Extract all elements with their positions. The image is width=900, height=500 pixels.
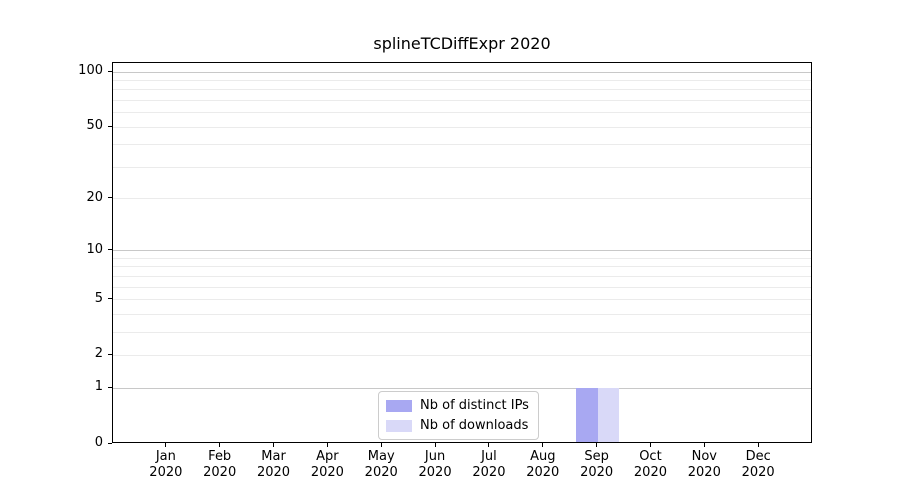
x-tick-label-jul: Jul 2020 [459, 449, 519, 481]
x-tick-mark-sep [596, 443, 598, 447]
x-tick-label-oct: Oct 2020 [620, 449, 680, 481]
x-tick-mark-oct [649, 443, 651, 447]
downloads-swatch-icon [386, 419, 412, 432]
x-tick-mark-aug [542, 443, 544, 447]
x-tick-year-jan: 2020 [149, 465, 183, 480]
x-tick-mark-dec [757, 443, 759, 447]
gridline-minor-7 [113, 275, 811, 277]
y-tick-mark-50 [108, 125, 112, 127]
y-tick-mark-0 [108, 442, 112, 444]
y-tick-mark-20 [108, 197, 112, 199]
y-tick-label-5: 5 [94, 290, 103, 306]
gridline-minor-5 [113, 299, 811, 301]
x-tick-label-sep: Sep 2020 [567, 449, 627, 481]
y-tick-mark-5 [108, 298, 112, 300]
x-tick-mark-jul [488, 443, 490, 447]
x-tick-year-apr: 2020 [310, 465, 344, 480]
gridline-minor-4 [113, 313, 811, 315]
gridline-minor-8 [113, 266, 811, 268]
x-tick-mark-nov [703, 443, 705, 447]
x-tick-mark-mar [273, 443, 275, 447]
gridline-major-1 [113, 387, 811, 389]
bar-nb-of-downloads-sep [597, 388, 620, 442]
gridline-minor-90 [113, 79, 811, 81]
bar-nb-of-distinct-ips-sep [575, 388, 598, 442]
x-tick-label-mar: Mar 2020 [244, 449, 304, 481]
y-tick-label-2: 2 [94, 346, 103, 362]
gridline-minor-50 [113, 126, 811, 128]
gridline-major-10 [113, 250, 811, 252]
y-tick-label-0: 0 [94, 435, 103, 450]
x-tick-label-may: May 2020 [351, 449, 411, 481]
gridline-minor-3 [113, 331, 811, 333]
y-tick-label-10: 10 [86, 241, 103, 257]
x-tick-label-aug: Aug 2020 [513, 449, 573, 481]
gridline-minor-2 [113, 354, 811, 356]
x-tick-mark-apr [326, 443, 328, 447]
gridline-minor-80 [113, 89, 811, 91]
x-tick-year-oct: 2020 [633, 465, 667, 480]
y-tick-mark-100 [108, 70, 112, 72]
legend-label-distinct-ips: Nb of distinct IPs [420, 397, 529, 413]
legend: Nb of distinct IPs Nb of downloads [378, 391, 539, 440]
gridline-minor-6 [113, 286, 811, 288]
x-tick-mark-jan [165, 443, 167, 447]
x-tick-label-apr: Apr 2020 [297, 449, 357, 481]
x-tick-label-jun: Jun 2020 [405, 449, 465, 481]
y-tick-mark-10 [108, 249, 112, 251]
y-tick-mark-1 [108, 386, 112, 388]
gridline-major-100 [113, 71, 811, 73]
y-tick-label-100: 100 [78, 63, 103, 79]
gridline-minor-70 [113, 99, 811, 101]
gridline-minor-60 [113, 112, 811, 114]
distinct-ips-swatch-icon [386, 399, 412, 412]
chart-title: splineTCDiffExpr 2020 [373, 34, 551, 53]
x-tick-label-feb: Feb 2020 [190, 449, 250, 481]
gridline-minor-20 [113, 198, 811, 200]
x-tick-year-feb: 2020 [203, 465, 237, 480]
x-tick-year-may: 2020 [364, 465, 398, 480]
legend-entry-distinct-ips: Nb of distinct IPs [386, 397, 529, 414]
x-tick-year-nov: 2020 [687, 465, 721, 480]
x-tick-year-sep: 2020 [580, 465, 614, 480]
x-tick-mark-may [380, 443, 382, 447]
gridline-minor-30 [113, 166, 811, 168]
legend-entry-downloads: Nb of downloads [386, 417, 529, 434]
x-tick-mark-feb [219, 443, 221, 447]
x-tick-label-dec: Dec 2020 [728, 449, 788, 481]
y-tick-label-1: 1 [94, 379, 103, 395]
x-tick-label-jan: Jan 2020 [136, 449, 196, 481]
x-tick-mark-jun [434, 443, 436, 447]
y-tick-label-20: 20 [86, 189, 103, 205]
x-tick-year-mar: 2020 [256, 465, 291, 480]
x-tick-label-nov: Nov 2020 [674, 449, 734, 481]
gridline-minor-40 [113, 144, 811, 146]
x-tick-year-jul: 2020 [472, 465, 506, 480]
x-tick-year-jun: 2020 [418, 465, 452, 480]
y-tick-mark-2 [108, 353, 112, 355]
y-tick-label-50: 50 [86, 118, 103, 134]
x-tick-year-dec: 2020 [741, 465, 775, 480]
gridline-minor-9 [113, 257, 811, 259]
x-tick-year-aug: 2020 [526, 465, 560, 480]
legend-label-downloads: Nb of downloads [420, 417, 529, 433]
plot-area [112, 62, 812, 443]
